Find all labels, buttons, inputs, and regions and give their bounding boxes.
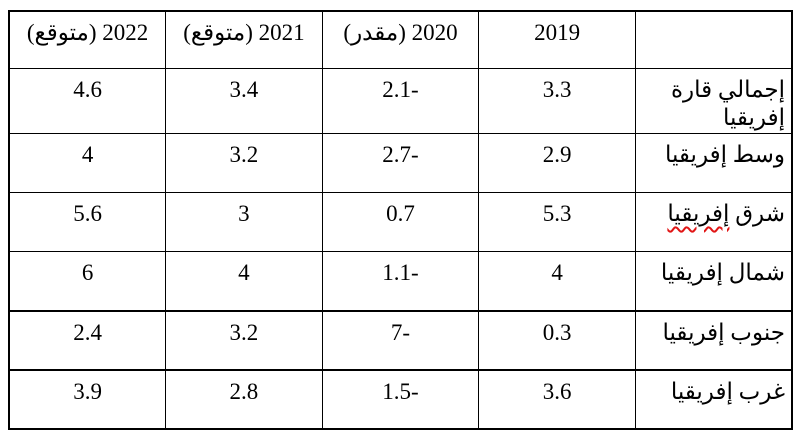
region-name-south-africa: جنوب إفريقيا xyxy=(634,309,793,370)
value-cell-2020: -7 xyxy=(321,309,480,370)
africa-growth-table: 2019 2020 (مقدر) 2021 (متوقع) 2022 (متوق… xyxy=(8,10,793,430)
value-cell-2019: 3.6 xyxy=(478,368,636,429)
header-2022-expected: 2022 (متوقع) xyxy=(8,10,167,69)
value-cell-2019: 0.3 xyxy=(478,309,636,370)
value-cell-2020: 0.7 xyxy=(321,192,480,252)
region-name-total-africa: إجمالي قارة إفريقيا xyxy=(634,67,793,134)
row-south-africa: جنوب إفريقيا 0.3 -7 3.2 2.4 xyxy=(8,309,793,370)
header-row: 2019 2020 (مقدر) 2021 (متوقع) 2022 (متوق… xyxy=(8,10,793,69)
row-west-africa: غرب إفريقيا 3.6 -1.5 2.8 3.9 xyxy=(8,368,793,429)
value-cell-2020: -1.1 xyxy=(321,251,480,311)
value-cell-2019: 5.3 xyxy=(478,192,636,252)
region-name-east-africa: شرق إفريقيا xyxy=(634,192,793,252)
value-cell-2019: 4 xyxy=(478,251,636,311)
value-cell-2022: 2.4 xyxy=(8,309,167,370)
row-total-africa: إجمالي قارة إفريقيا 3.3 -2.1 3.4 4.6 xyxy=(8,67,793,134)
value-cell-2022: 5.6 xyxy=(8,192,167,252)
header-2020-estimated: 2020 (مقدر) xyxy=(321,10,480,69)
value-cell-2020: -1.5 xyxy=(321,368,480,429)
value-cell-2019: 2.9 xyxy=(478,133,636,193)
value-cell-2022: 3.9 xyxy=(8,368,167,429)
region-name-central-africa: وسط إفريقيا xyxy=(634,133,793,193)
value-cell-2022: 4.6 xyxy=(8,67,167,134)
header-2019: 2019 xyxy=(478,10,636,69)
value-cell-2021: 3.2 xyxy=(165,133,323,193)
value-cell-2019: 3.3 xyxy=(478,67,636,134)
row-central-africa: وسط إفريقيا 2.9 -2.7 3.2 4 xyxy=(8,133,793,193)
value-cell-2021: 4 xyxy=(165,251,323,311)
row-north-africa: شمال إفريقيا 4 -1.1 4 6 xyxy=(8,251,793,311)
header-region-empty xyxy=(634,10,793,69)
value-cell-2020: -2.1 xyxy=(321,67,480,134)
region-name-west-africa: غرب إفريقيا xyxy=(634,368,793,429)
value-cell-2021: 3.2 xyxy=(165,309,323,370)
value-cell-2022: 4 xyxy=(8,133,167,193)
value-cell-2021: 2.8 xyxy=(165,368,323,429)
spellcheck-marked-word: إفريقيا xyxy=(667,201,730,226)
value-cell-2022: 6 xyxy=(8,251,167,311)
region-name-north-africa: شمال إفريقيا xyxy=(634,251,793,311)
value-cell-2021: 3 xyxy=(165,192,323,252)
row-east-africa: شرق إفريقيا 5.3 0.7 3 5.6 xyxy=(8,192,793,252)
header-2021-expected: 2021 (متوقع) xyxy=(165,10,323,69)
value-cell-2020: -2.7 xyxy=(321,133,480,193)
value-cell-2021: 3.4 xyxy=(165,67,323,134)
region-word: شرق xyxy=(735,201,785,226)
